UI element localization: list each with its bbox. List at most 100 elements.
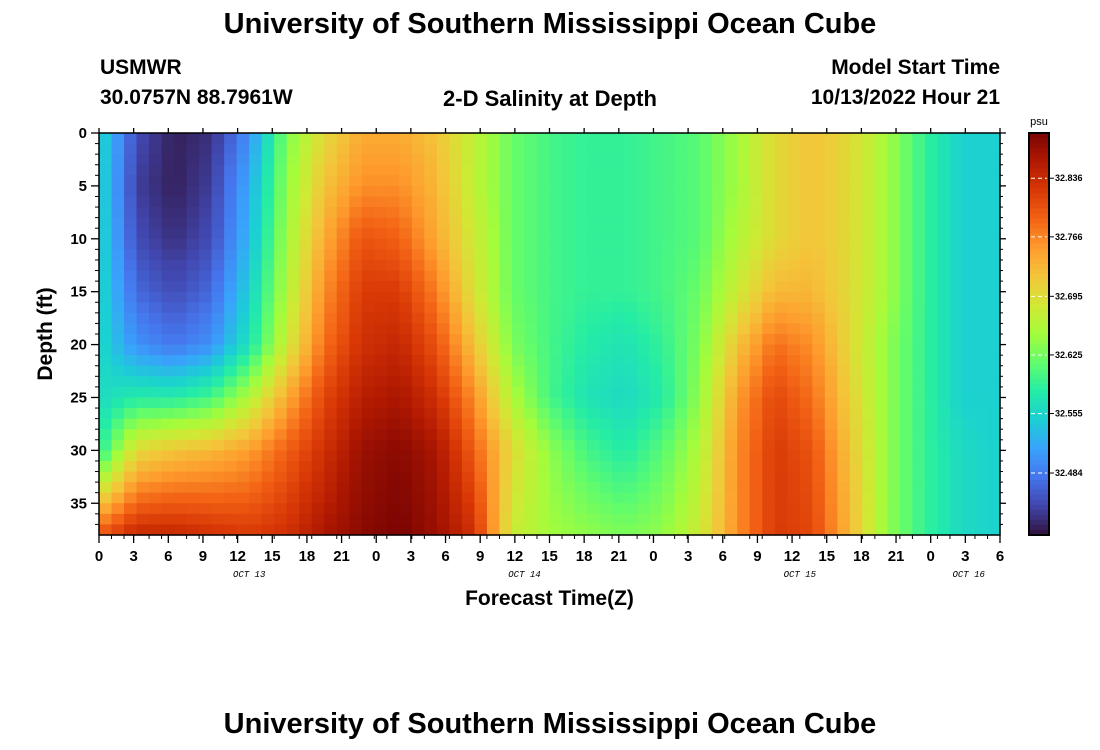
heatmap-cell: [787, 323, 801, 335]
heatmap-cell: [299, 344, 313, 356]
heatmap-cell: [937, 143, 951, 155]
heatmap-cell: [186, 270, 200, 282]
heatmap-cell: [349, 143, 363, 155]
heatmap-cell: [474, 323, 488, 335]
heatmap-cell: [324, 397, 338, 409]
heatmap-cell: [424, 281, 438, 293]
heatmap-cell: [974, 334, 989, 346]
heatmap-cell: [286, 196, 300, 208]
heatmap-cell: [762, 355, 776, 367]
heatmap-cell: [724, 185, 738, 198]
heatmap-cell: [874, 323, 888, 335]
heatmap-cell: [286, 259, 300, 272]
heatmap-cell: [299, 259, 313, 272]
heatmap-cell: [274, 513, 288, 526]
colorbar-segment: [1029, 298, 1049, 305]
heatmap-cell: [774, 281, 788, 293]
heatmap-cell: [562, 312, 576, 325]
heatmap-cell: [174, 429, 188, 441]
heatmap-cell: [286, 302, 300, 314]
heatmap-cell: [299, 386, 313, 399]
heatmap-cell: [524, 249, 538, 261]
heatmap-cell: [324, 429, 338, 441]
heatmap-cell: [99, 302, 113, 314]
heatmap-cell: [249, 439, 263, 451]
heatmap-cell: [349, 429, 363, 441]
heatmap-cell: [837, 397, 851, 409]
heatmap-cell: [136, 249, 150, 261]
heatmap-cell: [261, 302, 275, 314]
heatmap-cell: [887, 408, 901, 420]
heatmap-cell: [511, 450, 526, 462]
heatmap-cell: [949, 259, 964, 272]
heatmap-cell: [386, 281, 400, 293]
heatmap-cell: [274, 471, 288, 483]
heatmap-cell: [386, 302, 400, 314]
heatmap-cell: [587, 524, 601, 536]
heatmap-cell: [474, 344, 488, 356]
heatmap-cell: [812, 281, 826, 293]
heatmap-cell: [674, 439, 688, 451]
heatmap-cell: [236, 376, 250, 388]
heatmap-cell: [937, 302, 951, 314]
heatmap-cell: [111, 503, 125, 515]
heatmap-cell: [637, 175, 651, 187]
heatmap-cell: [787, 482, 801, 494]
heatmap-cell: [712, 249, 726, 261]
heatmap-cell: [849, 207, 863, 219]
heatmap-cell: [762, 281, 776, 293]
heatmap-cell: [536, 207, 551, 219]
heatmap-cell: [637, 418, 651, 430]
heatmap-cell: [637, 154, 651, 166]
heatmap-cell: [274, 439, 288, 451]
heatmap-cell: [899, 133, 913, 145]
heatmap-cell: [912, 524, 926, 536]
heatmap-cell: [987, 365, 1001, 377]
heatmap-cell: [349, 397, 363, 409]
heatmap-cell: [699, 259, 713, 272]
heatmap-cell: [161, 482, 175, 494]
heatmap-cell: [149, 344, 163, 356]
heatmap-cell: [949, 249, 964, 261]
heatmap-cell: [349, 460, 363, 473]
heatmap-cell: [812, 207, 826, 219]
x-tick-label: 21: [610, 548, 627, 565]
heatmap-cell: [712, 460, 726, 473]
heatmap-cell: [249, 281, 263, 293]
heatmap-cell: [687, 503, 701, 515]
heatmap-cell: [461, 175, 476, 187]
heatmap-cell: [599, 365, 613, 377]
heatmap-cell: [274, 450, 288, 462]
heatmap-cell: [411, 418, 425, 430]
heatmap-cell: [211, 460, 225, 473]
heatmap-cell: [824, 154, 838, 166]
heatmap-cell: [136, 418, 150, 430]
heatmap-cell: [536, 196, 551, 208]
heatmap-cell: [599, 355, 613, 367]
heatmap-cell: [486, 249, 501, 261]
heatmap-cell: [699, 312, 713, 325]
heatmap-cell: [862, 460, 876, 473]
heatmap-cell: [874, 291, 888, 303]
heatmap-cell: [299, 323, 313, 335]
heatmap-cell: [737, 355, 751, 367]
x-tick-label: 3: [684, 548, 692, 565]
heatmap-cell: [662, 344, 676, 356]
colorbar-segment: [1029, 404, 1049, 410]
heatmap-cell: [299, 408, 313, 420]
heatmap-cell: [899, 323, 913, 335]
heatmap-cell: [536, 429, 551, 441]
heatmap-cell: [762, 291, 776, 303]
heatmap-cell: [624, 418, 638, 430]
colorbar-segment: [1029, 449, 1049, 456]
heatmap-cell: [111, 238, 125, 250]
heatmap-cell: [174, 450, 188, 462]
heatmap-cell: [124, 185, 138, 198]
heatmap-cell: [574, 482, 588, 494]
heatmap-cell: [311, 323, 325, 335]
heatmap-cell: [424, 503, 438, 515]
heatmap-cell: [111, 143, 125, 155]
heatmap-cell: [812, 164, 826, 176]
heatmap-cell: [974, 513, 989, 526]
